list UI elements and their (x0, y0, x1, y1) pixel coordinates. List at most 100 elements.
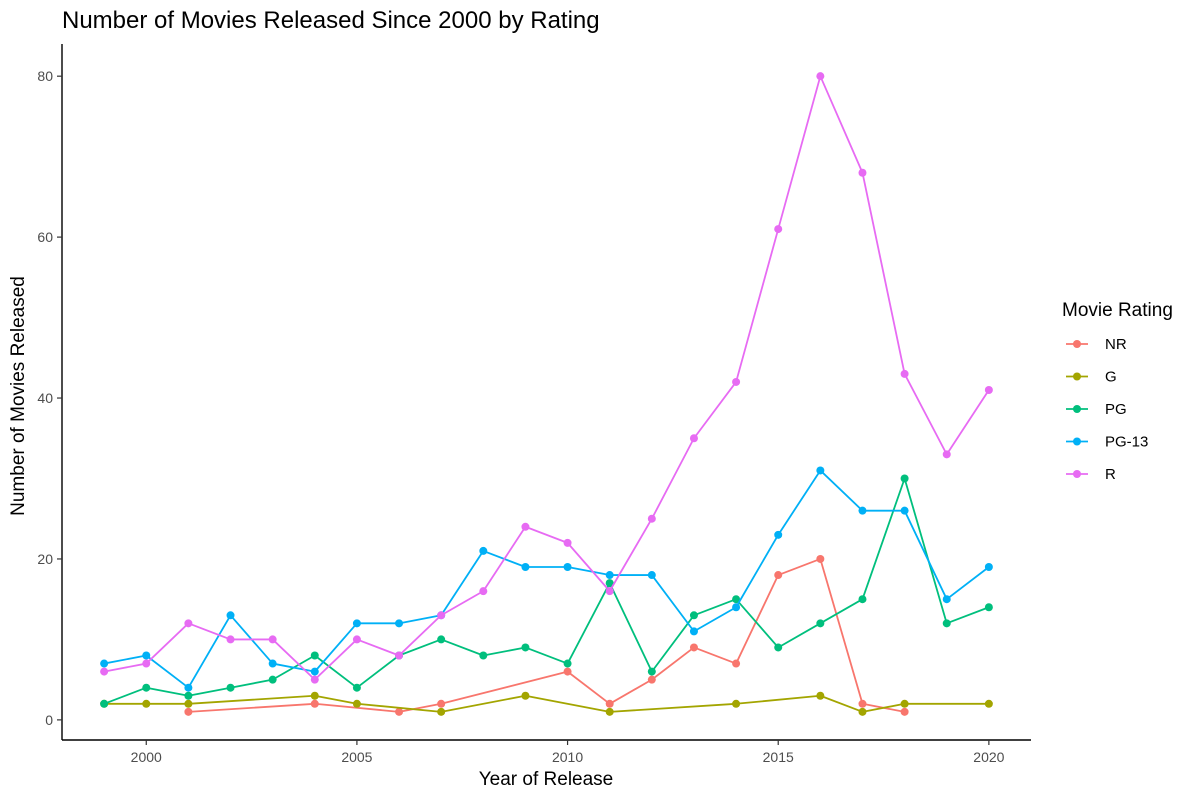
series-line-pg (103, 477, 990, 705)
data-point-g (184, 699, 193, 708)
data-point-r (142, 659, 151, 668)
data-point-nr (774, 571, 783, 580)
data-point-pg-13 (100, 659, 109, 668)
data-point-pg-13 (563, 563, 572, 572)
data-point-nr (732, 659, 741, 668)
series-line-r (103, 75, 990, 681)
x-tick-label: 2015 (763, 749, 794, 765)
series-pg (100, 474, 993, 708)
chart-title: Number of Movies Released Since 2000 by … (62, 7, 600, 34)
legend-title: Movie Rating (1062, 300, 1173, 321)
plot-area: 2000 2005 2010 2015 2020 0 20 40 60 80 (37, 44, 1031, 765)
data-point-nr (689, 643, 698, 652)
x-tick-label: 2000 (131, 749, 162, 765)
y-tick-label: 20 (37, 551, 53, 567)
data-point-pg (984, 603, 993, 612)
data-point-pg (900, 474, 909, 483)
data-point-r (563, 538, 572, 547)
data-point-r (437, 611, 446, 620)
data-point-r (816, 72, 825, 81)
legend-item-r: R (1066, 466, 1116, 483)
y-tick-label: 80 (37, 68, 53, 84)
data-point-pg-13 (142, 651, 151, 660)
data-point-pg-13 (900, 506, 909, 515)
data-point-r (732, 377, 741, 386)
data-point-pg (184, 691, 193, 700)
data-point-r (395, 651, 404, 660)
data-point-pg-13 (268, 659, 277, 668)
x-tick-label: 2020 (973, 749, 1004, 765)
data-point-pg-13 (310, 667, 319, 676)
data-point-r (900, 369, 909, 378)
legend-key-point (1073, 372, 1081, 381)
data-point-pg (732, 595, 741, 604)
data-point-pg-13 (732, 603, 741, 612)
series-pg-13 (100, 466, 993, 692)
legend-items: NR G PG PG-13 R (1066, 336, 1148, 483)
data-point-r (310, 675, 319, 684)
data-point-pg-13 (774, 530, 783, 539)
data-point-pg-13 (689, 627, 698, 636)
data-point-pg-13 (816, 466, 825, 475)
data-point-nr (900, 707, 909, 716)
legend-key-point (1073, 340, 1081, 348)
data-point-g (816, 691, 825, 700)
data-point-nr (437, 699, 446, 708)
data-point-g (437, 707, 446, 716)
data-point-pg (479, 651, 488, 660)
data-point-pg (942, 619, 951, 628)
data-point-r (858, 168, 867, 177)
data-point-g (310, 691, 319, 700)
data-point-pg-13 (605, 571, 614, 580)
axis-ticks: 2000 2005 2010 2015 2020 0 20 40 60 80 (37, 68, 1004, 765)
data-point-pg-13 (942, 595, 951, 604)
data-point-pg-13 (352, 619, 361, 628)
legend-item-g: G (1066, 369, 1117, 386)
legend-item-nr: NR (1066, 336, 1127, 353)
series-nr (184, 554, 909, 716)
data-point-nr (816, 554, 825, 563)
data-point-r (100, 667, 109, 676)
legend-key-point (1073, 405, 1081, 413)
legend: Movie Rating NR G PG PG-13 R (1062, 300, 1173, 483)
data-point-nr (310, 699, 319, 708)
x-tick-label: 2005 (341, 749, 372, 765)
legend-label: PG-13 (1105, 434, 1148, 451)
data-point-g (984, 699, 993, 708)
x-axis-title: Year of Release (479, 769, 614, 790)
data-point-pg (774, 643, 783, 652)
data-point-g (352, 699, 361, 708)
data-point-r (226, 635, 235, 644)
y-axis-title: Number of Movies Released (8, 276, 29, 516)
legend-item-pg: PG (1066, 401, 1127, 418)
data-point-g (142, 699, 151, 708)
data-point-nr (184, 707, 193, 716)
data-point-nr (563, 667, 572, 676)
data-point-pg (563, 659, 572, 668)
data-point-pg (689, 611, 698, 620)
data-point-pg-13 (184, 683, 193, 692)
data-point-r (479, 587, 488, 596)
legend-key-point (1073, 470, 1081, 478)
legend-item-pg-13: PG-13 (1066, 434, 1148, 451)
legend-label: NR (1105, 336, 1127, 353)
data-point-pg (268, 675, 277, 684)
data-point-g (732, 699, 741, 708)
data-point-g (521, 691, 530, 700)
series-g (100, 691, 993, 716)
data-point-pg-13 (984, 563, 993, 572)
y-tick-label: 0 (45, 712, 53, 728)
data-point-pg (816, 619, 825, 628)
data-point-r (774, 225, 783, 234)
data-point-nr (858, 699, 867, 708)
data-point-r (984, 385, 993, 394)
y-tick-label: 60 (37, 229, 53, 245)
data-point-r (521, 522, 530, 531)
data-point-r (184, 619, 193, 628)
data-point-pg (437, 635, 446, 644)
data-point-pg-13 (521, 563, 530, 572)
series-r (100, 72, 993, 684)
data-point-pg (605, 579, 614, 588)
data-point-pg (858, 595, 867, 604)
